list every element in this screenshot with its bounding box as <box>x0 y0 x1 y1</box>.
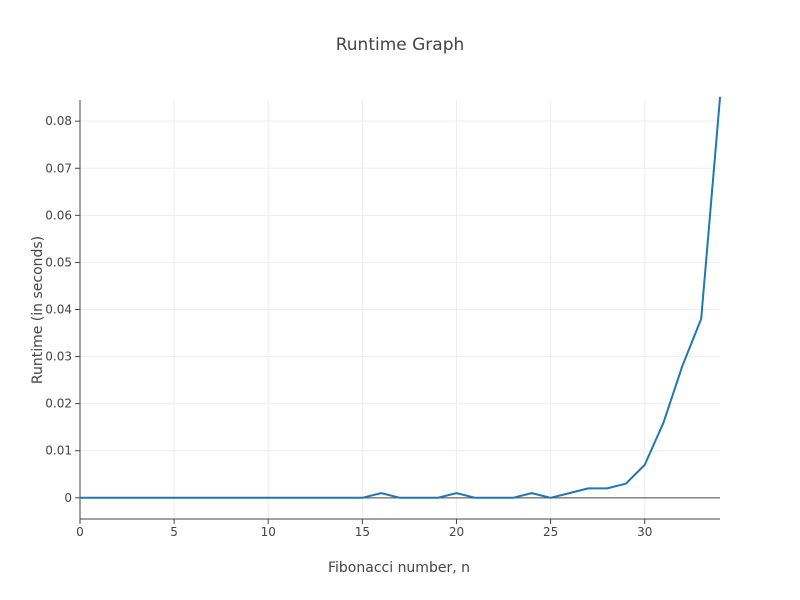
y-axis-title: Runtime (in seconds) <box>30 236 46 384</box>
x-tick-label: 30 <box>637 525 652 539</box>
y-tick-label: 0.07 <box>45 161 72 175</box>
x-tick-label: 20 <box>449 525 464 539</box>
x-tick-label: 5 <box>170 525 178 539</box>
y-tick-label: 0.04 <box>45 303 72 317</box>
x-tick-label: 10 <box>261 525 276 539</box>
y-tick-label: 0.05 <box>45 255 72 269</box>
series-layer <box>79 96 721 499</box>
x-tick-label: 0 <box>76 525 84 539</box>
y-tick-label: 0.03 <box>45 350 72 364</box>
axes <box>75 100 720 524</box>
tick-labels: 0 5 10 15 20 25 30 0 0.01 0.02 0.03 0.04 0.05 0.06 0.0… <box>45 114 652 539</box>
chart-title: Runtime Graph <box>336 35 465 55</box>
y-tick-label: 0.02 <box>45 397 72 411</box>
y-tick-label: 0 <box>64 491 72 505</box>
x-axis-title: Fibonacci number, n <box>328 560 470 576</box>
y-tick-label: 0.06 <box>45 208 72 222</box>
grid <box>79 100 720 519</box>
y-tick-label: 0.01 <box>45 444 72 458</box>
y-tick-label: 0.08 <box>45 114 72 128</box>
x-tick-label: 25 <box>543 525 558 539</box>
runtime-series-line <box>79 96 721 499</box>
x-tick-label: 15 <box>355 525 370 539</box>
